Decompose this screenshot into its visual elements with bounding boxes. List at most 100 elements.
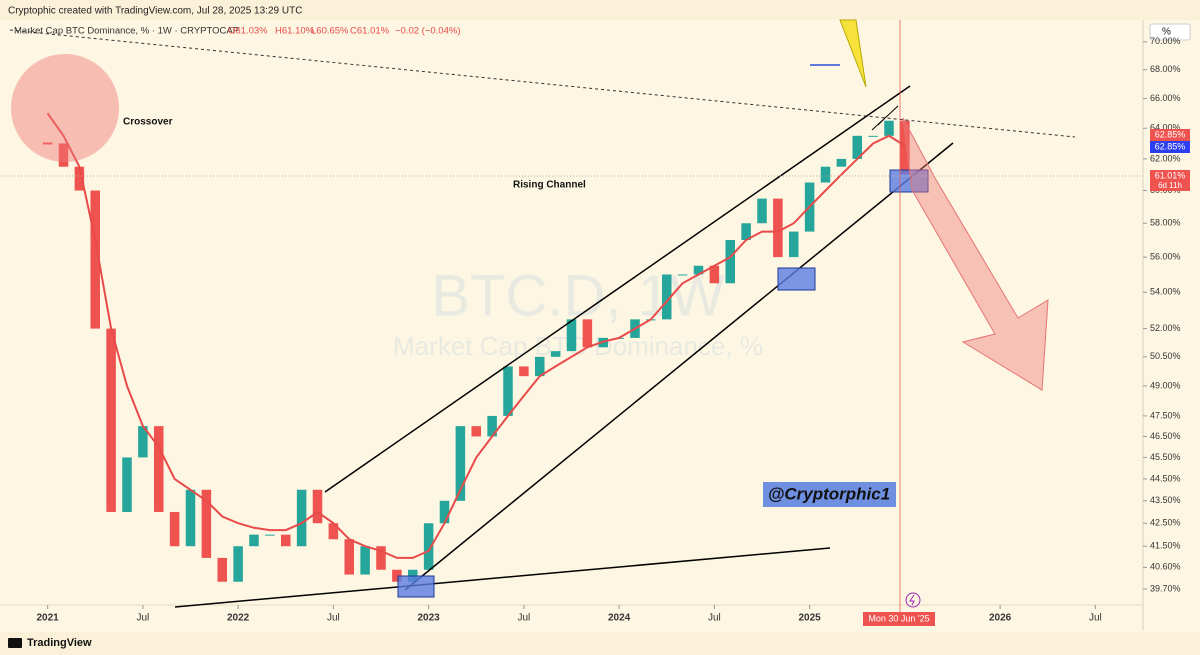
candle xyxy=(360,546,370,575)
y-tick-label: 70.00% xyxy=(1150,36,1181,46)
axis-unit: % xyxy=(1162,27,1171,38)
ohlc: C61.01% xyxy=(350,26,390,37)
y-tick-label: 62.00% xyxy=(1150,153,1181,163)
legend-title: Market Cap BTC Dominance, % · 1W · CRYPT… xyxy=(14,26,239,37)
candle xyxy=(788,231,799,258)
y-tick-label: 68.00% xyxy=(1150,64,1181,74)
x-tick-label: 2024 xyxy=(608,613,631,624)
x-tick-label: Jul xyxy=(708,613,721,624)
y-tick-label: 52.00% xyxy=(1150,323,1181,333)
box xyxy=(397,575,435,598)
watermark-name: Market Cap BTC Dominance, % xyxy=(393,331,763,361)
y-tick-label: 44.50% xyxy=(1150,473,1181,483)
candle xyxy=(725,240,736,284)
candle xyxy=(265,534,275,536)
price-label-box xyxy=(1150,129,1190,141)
y-tick-label: 50.50% xyxy=(1150,351,1181,361)
date-label-box xyxy=(863,612,935,626)
candle xyxy=(471,426,482,437)
candle xyxy=(661,274,672,320)
candle xyxy=(519,366,529,377)
y-tick-label: 40.60% xyxy=(1150,562,1181,572)
price-label-box xyxy=(1150,170,1190,191)
candle xyxy=(693,265,704,275)
legend: Market Cap BTC Dominance, % · 1W · CRYPT… xyxy=(14,26,461,37)
x-tick-label: Jul xyxy=(1089,613,1102,624)
price-label: 62.85% xyxy=(1155,129,1186,139)
candle xyxy=(106,328,116,512)
y-tick-label: 64.00% xyxy=(1150,123,1181,133)
candle xyxy=(392,569,402,582)
x-tick-label: 2023 xyxy=(418,613,441,624)
candle xyxy=(233,546,243,582)
candle xyxy=(138,426,148,458)
candle xyxy=(439,500,450,524)
candle xyxy=(249,534,259,547)
cursor-date: Mon 30 Jun '25 xyxy=(868,613,929,623)
watermark-symbol: BTC.D, 1W xyxy=(431,263,724,328)
signature: @Cryptorphic1 xyxy=(768,484,890,503)
down-arrow xyxy=(902,117,1049,391)
candle xyxy=(74,166,85,191)
y-tick-label: 54.00% xyxy=(1150,287,1181,297)
y-tick-label: 66.00% xyxy=(1150,93,1181,103)
y-tick-label: 58.00% xyxy=(1150,218,1181,228)
y-tick-label: 41.50% xyxy=(1150,541,1181,551)
ohlc: O61.03% xyxy=(228,26,268,37)
price-label-box xyxy=(1150,141,1190,153)
y-tick-label: 39.70% xyxy=(1150,583,1181,593)
candle xyxy=(344,539,355,575)
candle xyxy=(423,523,434,570)
x-tick-label: 2026 xyxy=(989,613,1012,624)
candle xyxy=(455,426,466,501)
candle xyxy=(836,158,847,167)
candle xyxy=(709,265,720,284)
footer-bar xyxy=(0,632,1200,655)
candle xyxy=(757,198,767,224)
wedge xyxy=(871,105,899,131)
candle xyxy=(534,356,545,377)
candle xyxy=(487,415,497,437)
candle xyxy=(566,319,577,352)
moving-average xyxy=(46,112,906,559)
candle xyxy=(852,135,863,159)
candle xyxy=(884,120,894,136)
annotation: Crossover xyxy=(123,117,173,128)
candle xyxy=(122,457,132,512)
candle xyxy=(677,274,688,276)
candle xyxy=(376,546,386,570)
candle xyxy=(153,426,164,512)
dashed-trendline xyxy=(9,29,1076,138)
event-icon xyxy=(905,592,921,608)
candle xyxy=(328,523,339,540)
candle xyxy=(90,190,101,329)
x-tick-label: Jul xyxy=(517,613,530,624)
y-tick-label: 46.50% xyxy=(1150,431,1181,441)
candle xyxy=(900,120,910,175)
brand-logo xyxy=(8,638,22,648)
y-tick-label: 47.50% xyxy=(1150,410,1181,420)
candle xyxy=(741,223,751,241)
credit: Cryptophic created with TradingView.com,… xyxy=(8,6,302,17)
signature-box xyxy=(763,482,896,507)
candle xyxy=(312,489,323,524)
ohlc: H61.10% xyxy=(275,26,315,37)
yellow-marker xyxy=(839,19,867,88)
candle xyxy=(582,319,593,348)
y-tick-label: 42.50% xyxy=(1150,518,1181,528)
y-tick-label: 43.50% xyxy=(1150,495,1181,505)
candle xyxy=(503,366,513,416)
price-label: 61.01% xyxy=(1155,170,1186,180)
plot-area: 2021 Jul 2022 Jul 2023 Jul 2024 Jul 2025 2026 Jul xyxy=(37,112,1102,624)
y-tick-label: 45.50% xyxy=(1150,452,1181,462)
candle xyxy=(296,489,307,547)
header-bar xyxy=(0,0,1200,20)
x-tick-label: 2021 xyxy=(37,613,60,624)
candle xyxy=(169,511,180,547)
candle xyxy=(550,351,561,357)
candle xyxy=(201,489,212,558)
channel-upper xyxy=(324,85,911,493)
y-tick-label: 49.00% xyxy=(1150,380,1181,390)
